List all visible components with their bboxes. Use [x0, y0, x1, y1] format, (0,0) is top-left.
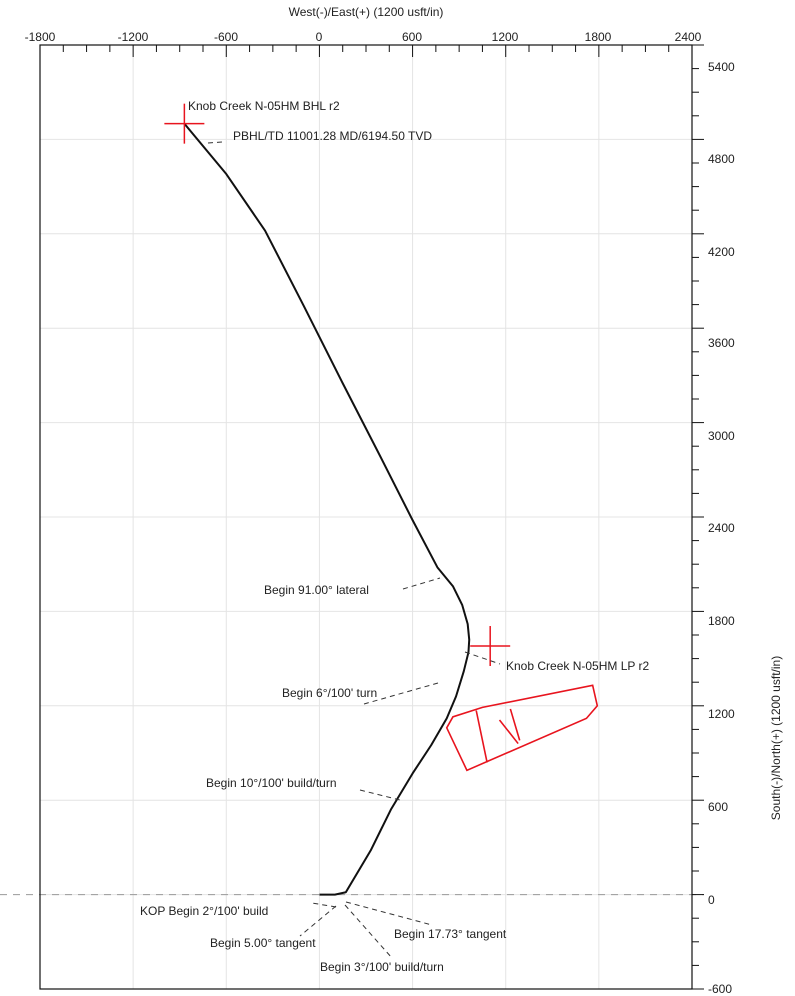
x-tick-label: -600 — [214, 30, 238, 44]
begin-turn-label: Begin 6°/100' turn — [282, 686, 377, 700]
targets — [164, 103, 511, 667]
x-tick-label: 2400 — [675, 30, 702, 44]
begin-lateral-label: Begin 91.00° lateral — [264, 583, 369, 597]
y-tick-labels: -600 0 600 1200 1800 2400 3000 3600 4200… — [708, 60, 735, 996]
begin-3-build-turn-label: Begin 3°/100' build/turn — [320, 960, 444, 974]
gridlines — [39, 44, 693, 990]
y-tick-label: 2400 — [708, 521, 735, 535]
annotation-leaders — [207, 141, 501, 959]
pbhl-td-label: PBHL/TD 11001.28 MD/6194.50 TVD — [233, 129, 432, 143]
bhl-target-label: Knob Creek N-05HM BHL r2 — [188, 99, 340, 113]
y-tick-label: 3600 — [708, 336, 735, 350]
lease-polygon — [445, 684, 599, 772]
y-axis-title: South(-)/North(+) (1200 usft/in) — [769, 656, 783, 820]
axis-ticks — [39, 44, 704, 990]
wellpath-line — [183, 123, 471, 896]
target-cross-marker — [470, 626, 511, 667]
y-tick-label: 3000 — [708, 429, 735, 443]
y-tick-label: 5400 — [708, 60, 735, 74]
x-tick-label: -1800 — [25, 30, 56, 44]
x-tick-labels: -1800 -1200 -600 0 600 1200 1800 2400 — [25, 30, 702, 44]
x-tick-label: 0 — [316, 30, 323, 44]
target-cross-marker — [164, 103, 205, 144]
lease-division-line — [498, 719, 519, 745]
begin-17-tangent-label: Begin 17.73° tangent — [394, 927, 507, 941]
y-tick-label: 0 — [708, 893, 715, 907]
y-tick-label: 600 — [708, 800, 728, 814]
annotations: Knob Creek N-05HM BHL r2 PBHL/TD 11001.2… — [140, 99, 650, 974]
x-tick-label: 1800 — [585, 30, 612, 44]
lease-division-line — [509, 708, 521, 741]
y-tick-label: 1800 — [708, 614, 735, 628]
x-tick-label: 600 — [402, 30, 422, 44]
lp-target-label: Knob Creek N-05HM LP r2 — [506, 659, 650, 673]
x-tick-label: -1200 — [118, 30, 149, 44]
kop-build-label: KOP Begin 2°/100' build — [140, 904, 268, 918]
lease-division-line — [475, 710, 488, 763]
begin-build-turn-label: Begin 10°/100' build/turn — [206, 776, 337, 790]
lease-boundary — [445, 684, 599, 772]
y-tick-label: 4200 — [708, 245, 735, 259]
y-tick-label: -600 — [708, 982, 732, 996]
y-tick-label: 1200 — [708, 707, 735, 721]
x-tick-label: 1200 — [492, 30, 519, 44]
x-axis-title: West(-)/East(+) (1200 usft/in) — [289, 5, 444, 19]
y-tick-label: 4800 — [708, 152, 735, 166]
begin-5-tangent-label: Begin 5.00° tangent — [210, 936, 316, 950]
